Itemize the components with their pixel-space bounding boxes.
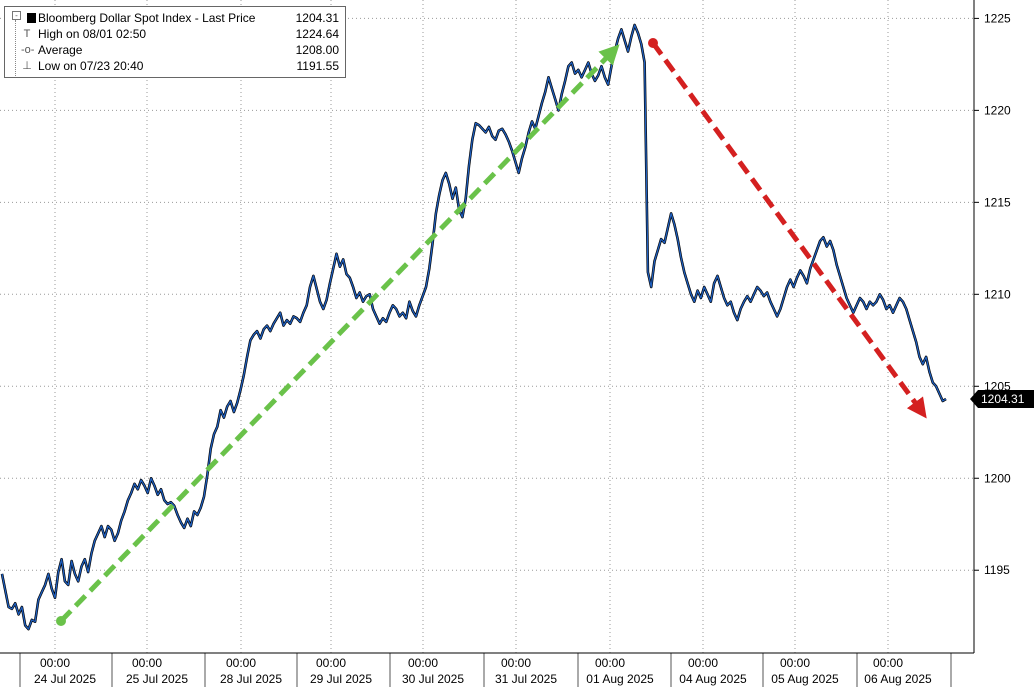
legend-row-high: T High on 08/01 02:50 1224.64: [5, 26, 345, 42]
legend-label-low: Low on 07/23 20:40: [38, 59, 144, 73]
legend-value-average: 1208.00: [295, 43, 339, 57]
x-tick-date-label: 04 Aug 2025: [679, 672, 747, 686]
legend-label-high: High on 08/01 02:50: [38, 27, 147, 41]
uptrend-arrow: [59, 44, 620, 623]
x-tick-time-label: 00:00: [408, 656, 438, 670]
y-tick-label: 1195: [984, 563, 1010, 577]
series-swatch-icon: [27, 13, 36, 23]
collapse-icon[interactable]: -: [12, 11, 21, 20]
x-tick-time-label: 00:00: [595, 656, 625, 670]
x-tick-time-label: 00:00: [316, 656, 346, 670]
high-marker-icon: T: [23, 28, 31, 40]
x-tick-time-label: 00:00: [132, 656, 162, 670]
axes: [0, 0, 979, 687]
y-tick-label: 1200: [984, 471, 1011, 485]
legend: - Bloomberg Dollar Spot Index - Last Pri…: [4, 6, 346, 78]
x-tick-time-label: 00:00: [873, 656, 903, 670]
average-marker-icon: -o-: [21, 44, 35, 56]
x-tick-date-label: 30 Jul 2025: [402, 672, 464, 686]
legend-label-average: Average: [38, 43, 83, 57]
legend-tree-line: [15, 20, 17, 76]
legend-row-average: -o- Average 1208.00: [5, 42, 345, 58]
gridlines: [0, 0, 974, 653]
legend-row-last-price: Bloomberg Dollar Spot Index - Last Price…: [5, 10, 345, 26]
uptrend-start-dot: [56, 616, 66, 626]
x-tick-date-label: 05 Aug 2025: [771, 672, 839, 686]
x-tick-time-label: 00:00: [40, 656, 70, 670]
x-tick-date-label: 24 Jul 2025: [34, 672, 96, 686]
low-marker-icon: ⊥: [22, 60, 32, 72]
y-tick-label: 1210: [984, 287, 1011, 301]
x-tick-time-label: 00:00: [780, 656, 810, 670]
x-tick-date-label: 28 Jul 2025: [220, 672, 282, 686]
series-layer: [0, 23, 947, 631]
last-price-tag-label: 1204.31: [981, 392, 1025, 406]
series-line: [1, 24, 947, 630]
legend-value-low: 1191.55: [296, 59, 340, 73]
last-price-tag: [970, 389, 1034, 408]
y-tick-label: 1205: [984, 379, 1011, 393]
downtrend-arrow: [650, 41, 927, 419]
x-tick-date-label: 06 Aug 2025: [864, 672, 932, 686]
x-tick-time-label: 00:00: [688, 656, 718, 670]
tick-labels: 1195 1200 1205 1210 1215 1220 1225 00:00 24 Jul …: [34, 11, 1034, 686]
y-tick-label: 1225: [984, 11, 1011, 25]
trend-arrows: [56, 38, 927, 626]
legend-value-last-price: 1204.31: [295, 11, 339, 25]
legend-row-low: ⊥ Low on 07/23 20:40 1191.55: [5, 58, 345, 74]
x-tick-time-label: 00:00: [226, 656, 256, 670]
y-tick-label: 1220: [984, 103, 1011, 117]
x-tick-date-label: 31 Jul 2025: [495, 672, 557, 686]
x-tick-date-label: 29 Jul 2025: [310, 672, 372, 686]
y-tick-label: 1215: [984, 195, 1011, 209]
downtrend-start-dot: [648, 38, 658, 48]
x-tick-time-label: 00:00: [501, 656, 531, 670]
legend-value-high: 1224.64: [295, 27, 339, 41]
x-tick-date-label: 25 Jul 2025: [126, 672, 188, 686]
x-tick-date-label: 01 Aug 2025: [586, 672, 654, 686]
legend-label-last-price: Bloomberg Dollar Spot Index - Last Price: [38, 11, 256, 25]
